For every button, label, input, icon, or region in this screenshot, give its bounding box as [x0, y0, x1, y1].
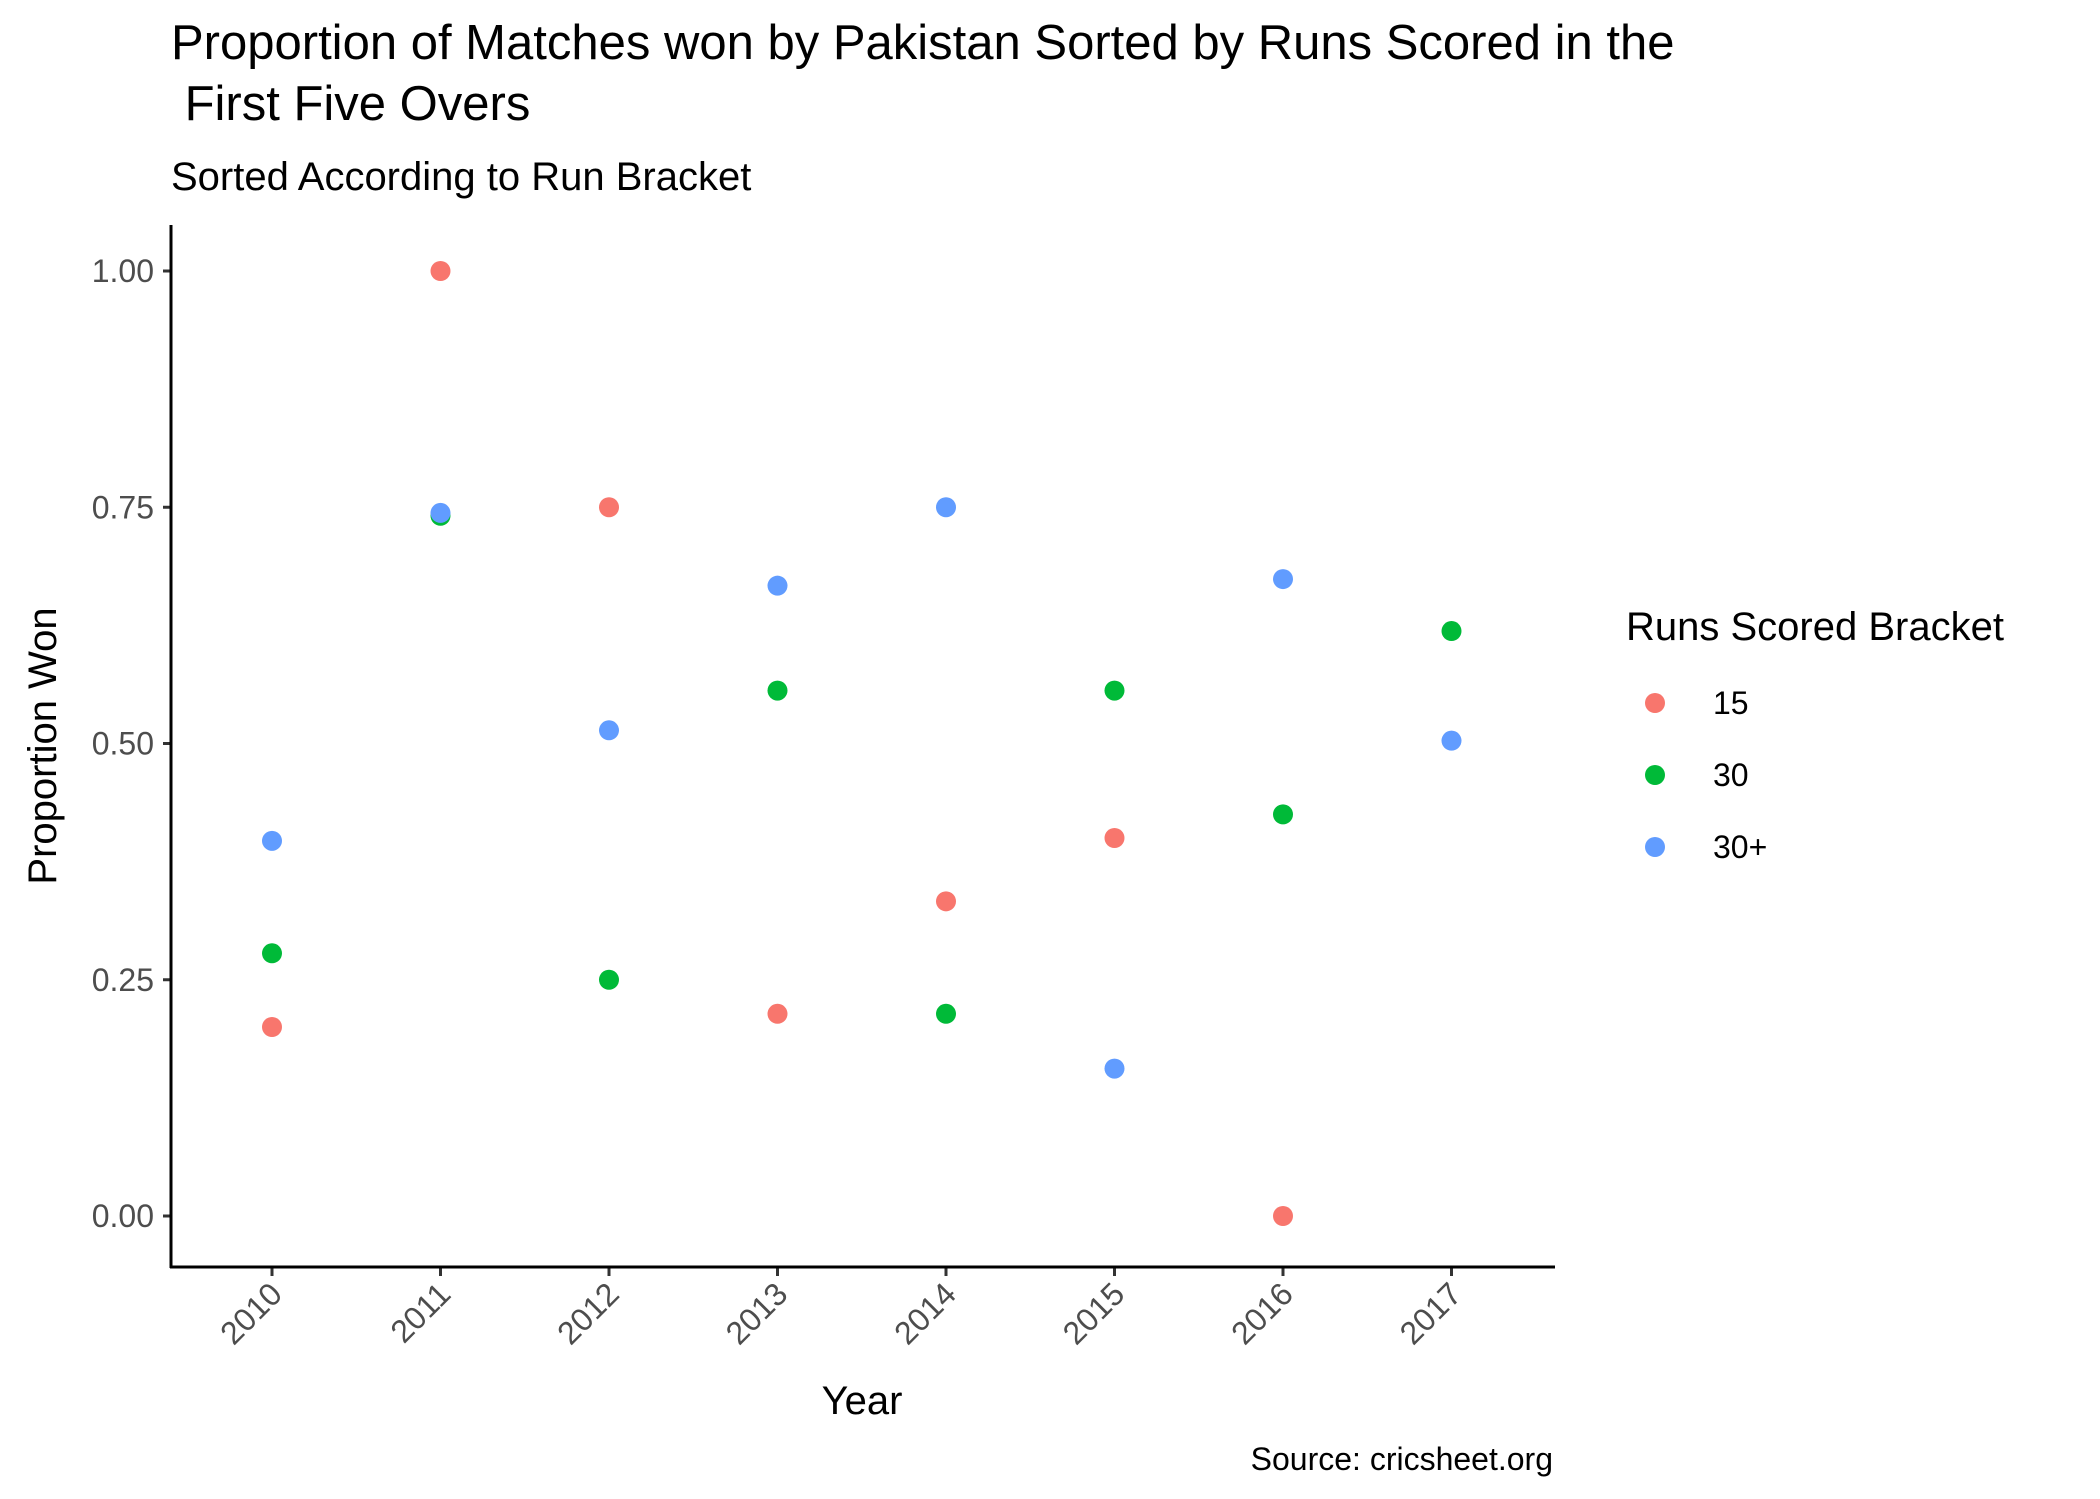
- legend: Runs Scored Bracket 15 30 30+: [1626, 605, 2004, 865]
- y-axis-ticks: 0.00 0.25 0.50 0.75 1.00: [92, 253, 171, 1234]
- legend-label-30+: 30+: [1713, 829, 1767, 865]
- data-point-series-30-2010: [262, 943, 282, 964]
- data-point-series-30+-2010: [262, 830, 282, 851]
- legend-key-30+: [1645, 837, 1665, 857]
- y-tick-label: 0.25: [92, 962, 154, 998]
- chart-caption: Source: cricsheet.org: [1251, 1441, 1553, 1477]
- legend-label-15: 15: [1713, 685, 1749, 721]
- x-tick-label: 2015: [1056, 1275, 1132, 1351]
- legend-items: 15 30 30+: [1645, 685, 1767, 865]
- data-point-series-15-2012: [599, 497, 619, 518]
- x-axis-ticks: 2010 2011 2012 2013 2014 2015 2016 2017: [213, 1267, 1468, 1351]
- x-tick-label: 2016: [1224, 1275, 1300, 1351]
- chart-title-line-2: First Five Overs: [171, 77, 530, 131]
- data-point-series-30+-2011: [430, 502, 451, 523]
- x-axis-title: Year: [822, 1379, 903, 1423]
- data-point-series-30-2013: [767, 680, 788, 701]
- data-point-series-30-2014: [936, 1003, 956, 1024]
- data-point-series-15-2014: [936, 891, 956, 912]
- data-point-series-30+-2014: [936, 497, 956, 518]
- data-points: [262, 261, 1462, 1226]
- legend-key-15: [1645, 693, 1665, 713]
- data-point-series-30-2015: [1104, 680, 1125, 701]
- data-point-series-30+-2017: [1441, 730, 1462, 751]
- data-point-series-30+-2013: [767, 575, 788, 596]
- x-tick-label: 2013: [719, 1275, 795, 1351]
- legend-key-30: [1645, 765, 1665, 785]
- legend-label-30: 30: [1713, 757, 1749, 793]
- chart-title-line-1: Proportion of Matches won by Pakistan So…: [171, 16, 1674, 70]
- y-axis-title: Proportion Won: [21, 607, 65, 884]
- x-tick-label: 2014: [887, 1275, 963, 1351]
- x-tick-label: 2017: [1393, 1275, 1469, 1351]
- data-point-series-15-2013: [767, 1003, 788, 1024]
- data-point-series-15-2015: [1104, 828, 1125, 848]
- data-point-series-15-2010: [262, 1017, 282, 1037]
- data-point-series-30+-2016: [1273, 569, 1293, 590]
- data-point-series-30-2016: [1273, 804, 1293, 825]
- data-point-series-30+-2012: [599, 720, 619, 741]
- y-tick-label: 1.00: [92, 253, 154, 289]
- chart-subtitle: Sorted According to Run Bracket: [171, 155, 751, 199]
- data-point-series-30-2012: [599, 969, 619, 990]
- legend-title: Runs Scored Bracket: [1626, 605, 2004, 649]
- y-tick-label: 0.50: [92, 726, 154, 762]
- x-tick-label: 2012: [550, 1275, 626, 1351]
- data-point-series-30-2017: [1441, 621, 1462, 642]
- y-tick-label: 0.75: [92, 489, 154, 525]
- data-point-series-15-2011: [430, 261, 451, 281]
- data-point-series-15-2016: [1273, 1206, 1293, 1226]
- x-tick-label: 2011: [383, 1275, 457, 1349]
- y-tick-label: 0.00: [92, 1198, 154, 1234]
- data-point-series-30+-2015: [1104, 1058, 1125, 1079]
- x-tick-label: 2010: [213, 1275, 289, 1351]
